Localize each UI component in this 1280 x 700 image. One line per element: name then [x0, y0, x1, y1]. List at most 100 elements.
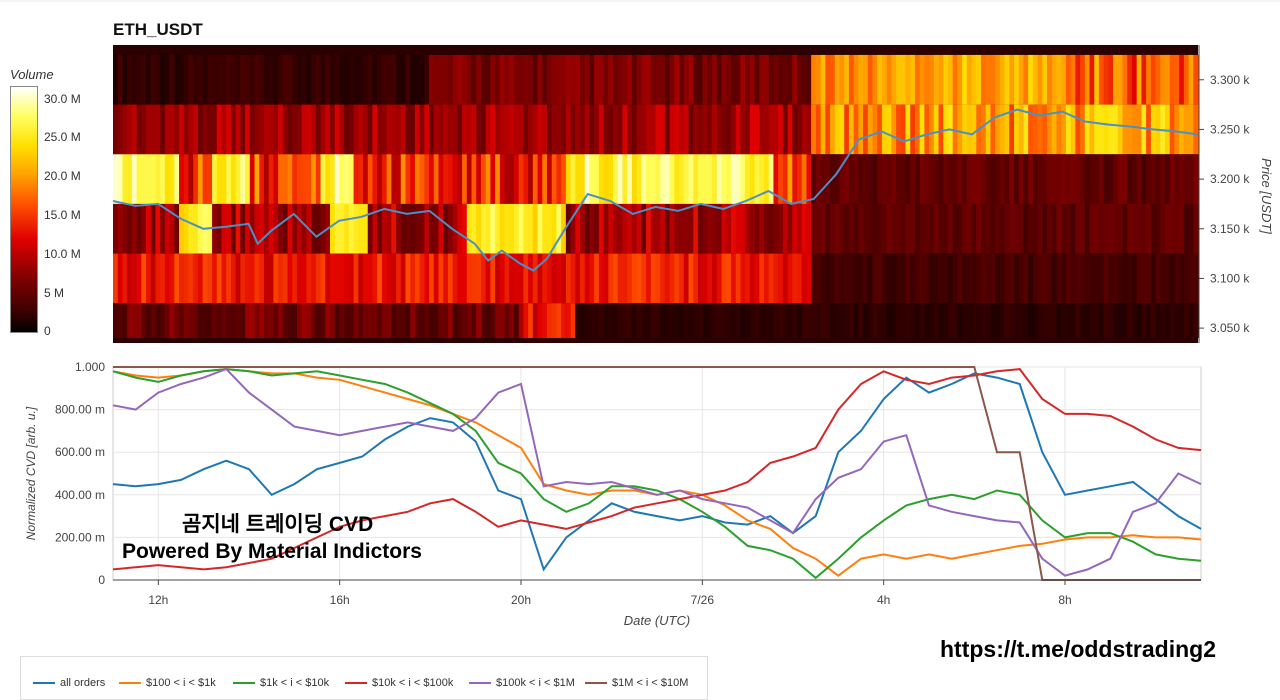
- watermark-powered: Powered By Material Indictors: [122, 540, 422, 563]
- heatmap-cell: [306, 154, 312, 204]
- heatmap-cell: [631, 253, 638, 304]
- heatmap-cell: [414, 104, 421, 155]
- heatmap-cell: [212, 253, 218, 304]
- heatmap-cell: [372, 203, 378, 254]
- heatmap-cell: [386, 54, 392, 105]
- heatmap-cell: [396, 253, 402, 304]
- heatmap-cell: [565, 253, 572, 304]
- heatmap-cell: [797, 154, 803, 204]
- legend-item-100k-1m[interactable]: $100k < i < $1M: [469, 677, 575, 689]
- heatmap-cell: [646, 154, 652, 204]
- heatmap-cell: [867, 303, 874, 339]
- heatmap-cell: [863, 203, 869, 254]
- heatmap-cell: [296, 104, 303, 155]
- heatmap-cell: [617, 54, 624, 105]
- heatmap-cell: [806, 253, 812, 304]
- heatmap-cell: [528, 203, 534, 254]
- heatmap-cell: [669, 253, 675, 304]
- heatmap-cell: [1131, 303, 1138, 339]
- heatmap-cell: [320, 104, 326, 155]
- heatmap-cell: [1188, 54, 1194, 105]
- heatmap-cell: [174, 104, 180, 155]
- heatmap-cell: [881, 154, 888, 204]
- legend-item-1m-10m[interactable]: $1M < i < $10M: [585, 677, 688, 689]
- heatmap-cell: [1108, 253, 1114, 304]
- heatmap-cell: [905, 253, 911, 304]
- heatmap-cell: [613, 54, 619, 105]
- heatmap-cell: [1061, 104, 1067, 155]
- heatmap-cell: [358, 104, 364, 155]
- heatmap-cell: [778, 303, 784, 339]
- heatmap-cell: [929, 104, 935, 155]
- heatmap-cell: [179, 154, 185, 204]
- heatmap-cell: [674, 203, 680, 254]
- heatmap-cell: [183, 104, 190, 155]
- heatmap-cell: [1183, 54, 1190, 105]
- heatmap-cell: [202, 253, 208, 304]
- legend-item-all-orders[interactable]: all orders: [33, 677, 105, 689]
- heatmap-cell: [778, 154, 784, 204]
- heatmap-cell: [164, 154, 171, 204]
- heatmap-cell: [745, 303, 751, 339]
- legend-item-10k-100k[interactable]: $10k < i < $100k: [345, 677, 453, 689]
- legend-item-1k-10k[interactable]: $1k < i < $10k: [233, 677, 329, 689]
- telegram-link[interactable]: https://t.me/oddstrading2: [940, 636, 1216, 662]
- heatmap-cell: [164, 54, 171, 105]
- heatmap-cell: [688, 303, 694, 339]
- heatmap-cell: [905, 154, 911, 204]
- heatmap-cell: [754, 54, 760, 105]
- heatmap-cell: [438, 253, 444, 304]
- heatmap-cell: [518, 253, 525, 304]
- heatmap-cell: [914, 54, 921, 105]
- heatmap-cell: [820, 253, 826, 304]
- heatmap-cell: [716, 154, 723, 204]
- heatmap-cell: [811, 303, 817, 339]
- heatmap-cell: [1009, 203, 1015, 254]
- heatmap-cell: [1117, 104, 1124, 155]
- heatmap-cell: [754, 203, 760, 254]
- heatmap-cell: [740, 104, 746, 155]
- heatmap-cell: [981, 54, 987, 105]
- heatmap-cell: [263, 253, 270, 304]
- heatmap-cell: [480, 54, 487, 105]
- heatmap-cell: [1103, 203, 1109, 254]
- heatmap-cell: [745, 104, 751, 155]
- colorbar-tick: 25.0 M: [44, 130, 81, 144]
- heatmap-cell: [117, 253, 124, 304]
- heatmap-cell: [565, 203, 572, 254]
- heatmap-cell: [721, 203, 727, 254]
- heatmap-cell: [1047, 253, 1053, 304]
- heatmap-cell: [1037, 303, 1043, 339]
- heatmap-cell: [462, 253, 468, 304]
- heatmap-cell: [830, 203, 836, 254]
- heatmap-cell: [976, 253, 982, 304]
- heatmap-cell: [1127, 303, 1133, 339]
- heatmap-cell: [339, 54, 345, 105]
- heatmap-cell: [476, 154, 482, 204]
- heatmap-cell: [1117, 54, 1124, 105]
- heatmap-cell: [462, 104, 468, 155]
- heatmap-cell: [712, 54, 718, 105]
- heatmap-cell: [584, 154, 591, 204]
- heatmap-cell: [580, 203, 586, 254]
- heatmap-cell: [641, 303, 647, 339]
- heatmap-cell: [858, 54, 864, 105]
- heatmap-cell: [358, 253, 364, 304]
- heatmap-cell: [726, 54, 732, 105]
- heatmap-cell: [330, 253, 336, 304]
- heatmap-cell: [844, 104, 850, 155]
- heatmap-cell: [197, 104, 204, 155]
- heatmap-cell: [292, 154, 298, 204]
- heatmap-cell: [447, 253, 454, 304]
- heatmap-cell: [584, 104, 591, 155]
- heatmap-cell: [547, 104, 553, 155]
- heatmap-cell: [1193, 303, 1199, 339]
- legend-item-100-1k[interactable]: $100 < i < $1k: [119, 677, 216, 689]
- heatmap-cell: [603, 54, 609, 105]
- heatmap-cell: [768, 104, 775, 155]
- heatmap-cell: [363, 154, 369, 204]
- heatmap-cell: [235, 303, 241, 339]
- heatmap-cell: [1141, 104, 1147, 155]
- heatmap-cell: [848, 203, 855, 254]
- heatmap-cell: [1061, 303, 1067, 339]
